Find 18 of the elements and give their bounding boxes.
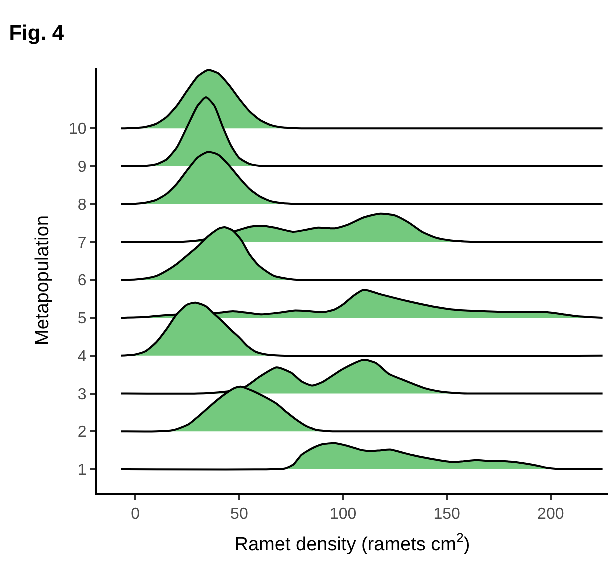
x-tick-label: 50 [230, 506, 248, 524]
x-tick-label: 100 [330, 506, 357, 524]
y-tick-label: 7 [78, 234, 87, 252]
y-tick-label: 9 [78, 159, 87, 176]
y-tick-label: 8 [78, 196, 87, 214]
y-tick-label: 6 [78, 272, 87, 290]
y-tick-label: 5 [78, 310, 87, 328]
y-tick-label: 10 [69, 121, 87, 138]
y-tick-label: 4 [78, 348, 87, 366]
x-tick-label: 200 [538, 506, 564, 524]
x-tick-label: 0 [131, 506, 140, 524]
x-tick-label: 150 [434, 506, 461, 524]
y-tick-label: 3 [78, 386, 87, 404]
x-axis-title: Ramet density (ramets cm$^{2}$) [234, 530, 470, 556]
y-tick-label: 1 [78, 462, 87, 480]
y-axis-title: Metapopulation [32, 216, 54, 346]
chart-title: Fig. 4 [9, 22, 64, 46]
y-tick-label: 2 [78, 424, 87, 442]
